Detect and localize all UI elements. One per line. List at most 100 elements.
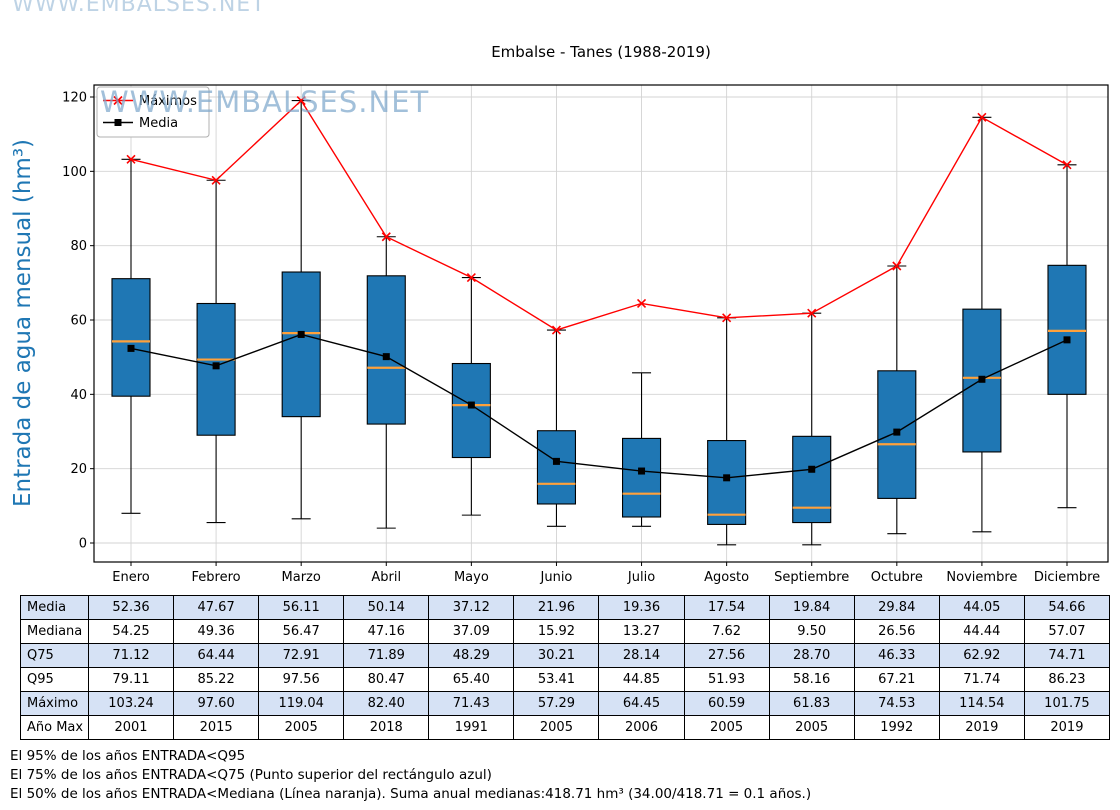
box: [111, 278, 151, 397]
month-label: Marzo: [282, 570, 321, 585]
media-square-marker: [1063, 336, 1071, 344]
month-label: Junio: [540, 570, 573, 585]
maximo-x-marker: [466, 272, 476, 283]
media-square-marker: [552, 457, 560, 465]
table-cell: 27.56: [683, 643, 770, 668]
table-cell: 58.16: [768, 667, 855, 692]
table-cell: 17.54: [683, 595, 770, 620]
footnote-line-1: El 95% de los años ENTRADA<Q95: [10, 748, 246, 764]
stats-table: Media 52.36 47.67 56.11 50.14 37.12 21.96 19.36…: [20, 595, 1111, 740]
table-cell: 65.40: [428, 667, 515, 692]
table-cell: 71.12: [87, 643, 175, 668]
box: [281, 271, 321, 418]
media-square-marker: [893, 428, 901, 436]
table-cell: 19.36: [598, 595, 685, 620]
table-cell: 47.67: [173, 595, 260, 620]
table-row: Máximo 103.24 97.60 119.04 82.40 71.43 57.29 64…: [20, 691, 1111, 716]
table-cell: 64.44: [173, 643, 260, 668]
month-label: Septiembre: [774, 570, 849, 585]
table-cell: 86.23: [1023, 667, 1111, 692]
footnote-line-3: El 50% de los años ENTRADA<Mediana (Líne…: [10, 786, 812, 803]
media-square-marker: [808, 465, 816, 473]
maximo-x-marker: [296, 96, 306, 106]
legend-media-square-marker: [114, 119, 122, 126]
table-cell: 28.14: [598, 643, 685, 668]
table-cell: 9.50: [768, 619, 855, 644]
media-square-marker: [297, 330, 305, 338]
table-cell: 97.56: [258, 667, 345, 692]
table-cell: 101.75: [1023, 691, 1111, 716]
media-square-marker: [382, 353, 390, 361]
table-cell: 2001: [87, 715, 175, 740]
table-cell: 53.41: [513, 667, 600, 692]
boxplot-chart: 0 20 40 60 80 100 120 Enero Febrero Marzo Abril May…: [10, 0, 1109, 585]
watermark: WWW.EMBALSES.NET: [100, 85, 429, 119]
table-cell: 21.96: [513, 595, 600, 620]
table-cell: 26.56: [853, 619, 940, 644]
maximo-x-marker: [722, 313, 732, 323]
gridlines: [94, 85, 1108, 562]
chart-title: Embalse - Tanes (1988-2019): [491, 43, 711, 61]
table-cell: 119.04: [258, 691, 345, 716]
table-cell: 54.66: [1023, 595, 1111, 620]
table-cell: 29.84: [853, 595, 940, 620]
table-cell: 71.74: [938, 667, 1025, 692]
maximo-x-marker: [381, 232, 391, 242]
table-cell: 28.70: [768, 643, 855, 668]
table-cell: 56.11: [258, 595, 345, 620]
legend-media-label: Media: [139, 116, 178, 131]
table-cell: 57.29: [513, 691, 600, 716]
y-axis-label: Entrada de agua mensual (hm³): [10, 139, 36, 507]
box: [792, 435, 832, 524]
table-cell: 60.59: [683, 691, 770, 716]
plot-data: [111, 96, 1087, 546]
table-cell: 54.25: [87, 619, 175, 644]
table-row-label: Media: [20, 595, 89, 620]
y-tick-label: 80: [70, 239, 87, 254]
footnotes: El 95% de los años ENTRADA<Q95 El 75% de…: [10, 747, 1120, 804]
table-row: Media 52.36 47.67 56.11 50.14 37.12 21.96 19.36…: [20, 595, 1111, 620]
table-cell: 51.93: [683, 667, 770, 692]
maximo-x-marker: [551, 325, 562, 335]
table-cell: 82.40: [343, 691, 430, 716]
y-tick-label: 120: [62, 91, 87, 106]
plot-border: [93, 84, 1109, 563]
table-cell: 71.89: [343, 643, 430, 668]
media-square-marker: [723, 474, 731, 482]
media-square-marker: [978, 375, 986, 383]
table-cell: 103.24: [87, 691, 175, 716]
box: [536, 430, 577, 505]
table-cell: 2019: [938, 715, 1025, 740]
table-row-label: Q95: [20, 667, 89, 692]
table-cell: 79.11: [87, 667, 175, 692]
table-cell: 74.71: [1023, 643, 1111, 668]
table-row-label: Mediana: [20, 619, 89, 644]
table-cell: 2005: [768, 715, 855, 740]
table-row: Q75 71.12 64.44 72.91 71.89 48.29 30.21 28.14 27…: [20, 643, 1111, 668]
table-cell: 50.14: [343, 595, 430, 620]
table-cell: 2005: [513, 715, 600, 740]
table-cell: 47.16: [343, 619, 430, 644]
box: [196, 302, 236, 436]
legend: Máximos Media: [96, 86, 210, 138]
table-cell: 2015: [173, 715, 260, 740]
table-cell: 71.43: [428, 691, 515, 716]
table-cell: 62.92: [938, 643, 1025, 668]
table-row: Q95 79.11 85.22 97.56 80.47 65.40 53.41 44.85 51…: [20, 667, 1111, 692]
box: [451, 362, 491, 459]
maximo-x-marker: [977, 112, 987, 122]
month-label: Mayo: [454, 570, 489, 585]
axis-tick-labels: 0 20 40 60 80 100 120 Enero Febrero Marzo Abril May…: [62, 91, 1100, 585]
table-cell: 2019: [1023, 715, 1111, 740]
table-cell: 52.36: [87, 595, 175, 620]
table-cell: 46.33: [853, 643, 940, 668]
box: [366, 275, 406, 425]
y-tick-label: 0: [79, 537, 87, 552]
footnote-line-2: El 75% de los años ENTRADA<Q75 (Punto su…: [10, 767, 492, 784]
table-row: Mediana 54.25 49.36 56.47 47.16 37.09 15.92 13.…: [20, 619, 1111, 644]
box: [707, 440, 747, 525]
maximo-x-marker: [126, 154, 136, 164]
watermark-top-clipped: WWW.EMBALSES.NET: [12, 0, 266, 17]
table-cell: 97.60: [173, 691, 260, 716]
table-cell: 74.53: [853, 691, 940, 716]
